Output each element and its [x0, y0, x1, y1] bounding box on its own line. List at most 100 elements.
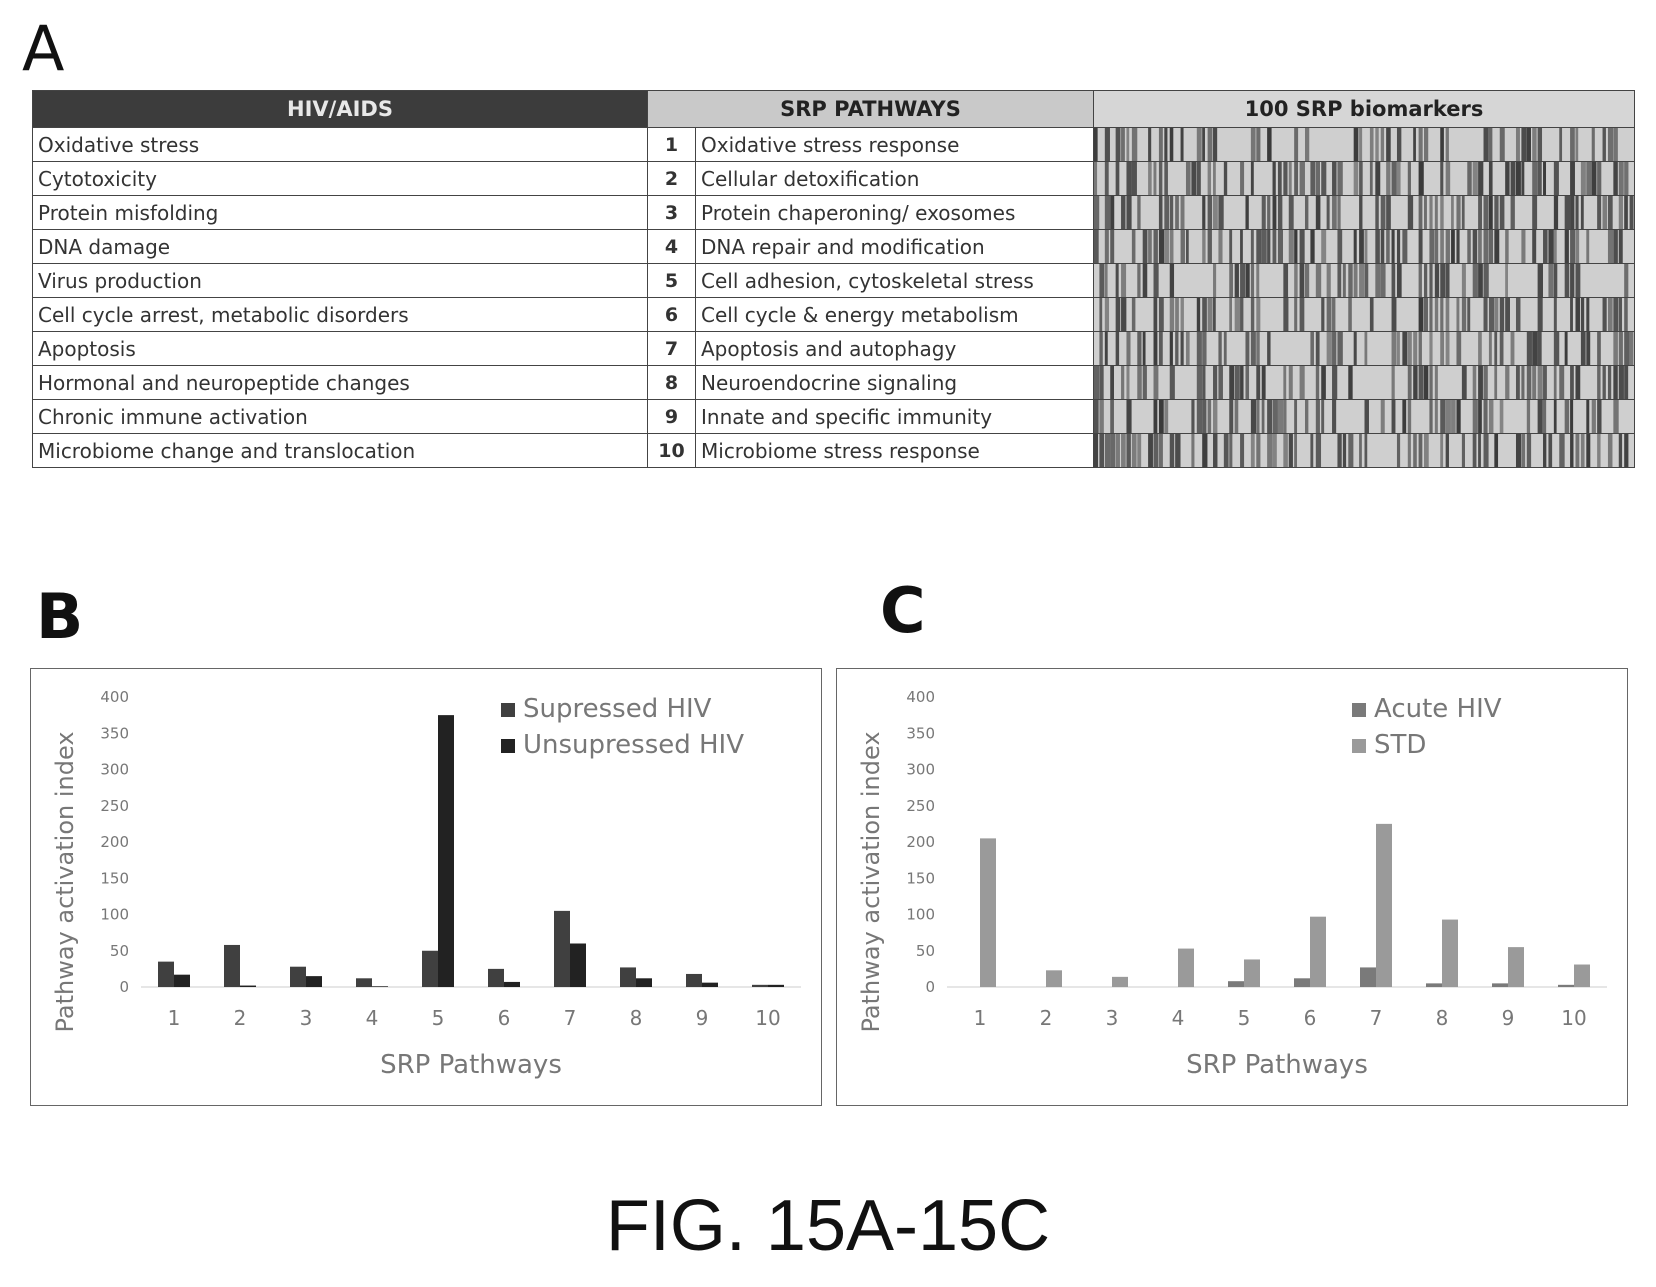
chart-c-bar-std: [1574, 964, 1590, 987]
srp-pathway-cell: Protein chaperoning/ exosomes: [695, 195, 1094, 230]
table-row: Chronic immune activation 9 Innate and spe…: [32, 399, 1635, 434]
pathway-number-cell: 4: [647, 229, 696, 264]
chart-c-y-tick-label: 300: [906, 761, 935, 779]
chart-c-bar-acute-hiv: [1426, 983, 1442, 987]
hiv-condition-cell: Cell cycle arrest, metabolic disorders: [32, 297, 648, 332]
chart-c-bar-std: [1112, 976, 1128, 987]
chart-b-y-tick-label: 200: [100, 833, 129, 851]
header-biomarkers: 100 SRP biomarkers: [1093, 90, 1635, 128]
srp-pathway-cell: Neuroendocrine signaling: [695, 365, 1094, 400]
biomarker-heatmap-cell: [1093, 433, 1635, 468]
chart-c-bar-std: [1310, 916, 1326, 987]
srp-pathway-cell: Oxidative stress response: [695, 127, 1094, 162]
chart-b-bar-supressed-hiv: [620, 967, 636, 987]
chart-c: 0 50 100 150 200 250 300 350 400 Pathway activati…: [836, 668, 1628, 1106]
chart-b-legend-swatch: [501, 739, 515, 753]
biomarker-heatmap: [1094, 298, 1634, 331]
chart-c-legend-swatch: [1352, 703, 1366, 717]
chart-b-x-tick-label: 9: [696, 1006, 709, 1030]
chart-c-x-tick-label: 8: [1436, 1006, 1449, 1030]
biomarker-heatmap-cell: [1093, 229, 1635, 264]
chart-b-legend-swatch: [501, 703, 515, 717]
hiv-condition-cell: Oxidative stress: [32, 127, 648, 162]
chart-b-x-tick-label: 4: [366, 1006, 379, 1030]
chart-c-svg: 0 50 100 150 200 250 300 350 400 Pathway activati…: [857, 688, 1607, 1080]
biomarker-heatmap-cell: [1093, 195, 1635, 230]
chart-c-legend-label: STD: [1374, 730, 1426, 760]
table-row: Microbiome change and translocation 10 Mic…: [32, 433, 1635, 468]
table-row: Apoptosis 7 Apoptosis and autophagy: [32, 331, 1635, 366]
chart-c-x-tick-label: 5: [1238, 1006, 1251, 1030]
panel-label-c: C: [880, 574, 926, 647]
biomarker-heatmap-cell: [1093, 161, 1635, 196]
table-row: Virus production 5 Cell adhesion, cytoskel…: [32, 263, 1635, 298]
biomarker-heatmap-cell: [1093, 331, 1635, 366]
table-row: Oxidative stress 1 Oxidative stress respon…: [32, 127, 1635, 162]
hiv-condition-cell: Chronic immune activation: [32, 399, 648, 434]
chart-c-legend-swatch: [1352, 739, 1366, 753]
chart-b-bar-supressed-hiv: [224, 944, 240, 987]
chart-b-bar-unsupressed-hiv: [240, 985, 256, 987]
chart-c-bar-std: [1442, 919, 1458, 987]
hiv-condition-cell: DNA damage: [32, 229, 648, 264]
chart-b-x-tick-label: 5: [432, 1006, 445, 1030]
chart-c-y-tick-label: 50: [916, 942, 935, 960]
srp-pathway-cell: Innate and specific immunity: [695, 399, 1094, 434]
biomarker-heatmap-cell: [1093, 127, 1635, 162]
chart-b-x-tick-label: 2: [234, 1006, 247, 1030]
chart-c-y-tick-label: 0: [925, 978, 935, 996]
hiv-condition-cell: Protein misfolding: [32, 195, 648, 230]
srp-pathway-cell: Apoptosis and autophagy: [695, 331, 1094, 366]
chart-c-x-axis-label: SRP Pathways: [1186, 1050, 1368, 1080]
chart-b-bar-supressed-hiv: [554, 910, 570, 987]
chart-b-bar-unsupressed-hiv: [702, 982, 718, 987]
pathway-number-cell: 10: [647, 433, 696, 468]
biomarker-heatmap-cell: [1093, 297, 1635, 332]
chart-b-y-tick-label: 0: [119, 978, 129, 996]
chart-c-bar-std: [1508, 947, 1524, 987]
chart-b-y-tick-label: 350: [100, 724, 129, 742]
pathway-number-cell: 5: [647, 263, 696, 298]
chart-c-bar-acute-hiv: [1294, 978, 1310, 987]
biomarker-heatmap-cell: [1093, 263, 1635, 298]
chart-c-x-tick-label: 4: [1172, 1006, 1185, 1030]
biomarker-heatmap: [1094, 434, 1634, 467]
biomarker-heatmap: [1094, 366, 1634, 399]
biomarker-heatmap: [1094, 400, 1634, 433]
hiv-condition-cell: Virus production: [32, 263, 648, 298]
srp-pathway-cell: DNA repair and modification: [695, 229, 1094, 264]
chart-b-bar-supressed-hiv: [752, 984, 768, 987]
chart-b-legend-label: Unsupressed HIV: [523, 730, 744, 760]
chart-b-y-tick-label: 150: [100, 869, 129, 887]
pathway-table: HIV/AIDS SRP PATHWAYS 100 SRP biomarkers…: [32, 90, 1635, 468]
table-header-row: HIV/AIDS SRP PATHWAYS 100 SRP biomarkers: [32, 90, 1635, 128]
biomarker-heatmap: [1094, 264, 1634, 297]
chart-b-y-tick-label: 100: [100, 906, 129, 924]
chart-c-legend-label: Acute HIV: [1374, 694, 1502, 724]
hiv-condition-cell: Microbiome change and translocation: [32, 433, 648, 468]
table-row: Cell cycle arrest, metabolic disorders 6 C…: [32, 297, 1635, 332]
chart-c-x-tick-label: 1: [974, 1006, 987, 1030]
chart-b-y-tick-label: 300: [100, 761, 129, 779]
chart-c-y-tick-label: 200: [906, 833, 935, 851]
srp-pathway-cell: Cellular detoxification: [695, 161, 1094, 196]
pathway-number-cell: 6: [647, 297, 696, 332]
chart-b-legend-label: Supressed HIV: [523, 694, 712, 724]
pathway-number-cell: 8: [647, 365, 696, 400]
table-row: Protein misfolding 3 Protein chaperoning/ …: [32, 195, 1635, 230]
pathway-number-cell: 2: [647, 161, 696, 196]
biomarker-heatmap: [1094, 196, 1634, 229]
pathway-number-cell: 1: [647, 127, 696, 162]
chart-b-bar-unsupressed-hiv: [306, 976, 322, 987]
table-row: Cytotoxicity 2 Cellular detoxification: [32, 161, 1635, 196]
chart-c-bar-std: [1244, 959, 1260, 987]
chart-b-bar-unsupressed-hiv: [438, 715, 454, 987]
chart-b-y-tick-label: 50: [110, 942, 129, 960]
pathway-number-cell: 3: [647, 195, 696, 230]
chart-b-bar-unsupressed-hiv: [504, 981, 520, 987]
hiv-condition-cell: Cytotoxicity: [32, 161, 648, 196]
chart-c-y-tick-label: 100: [906, 906, 935, 924]
panel-label-a: A: [22, 12, 65, 85]
srp-pathway-cell: Microbiome stress response: [695, 433, 1094, 468]
panel-label-b: B: [36, 580, 84, 653]
